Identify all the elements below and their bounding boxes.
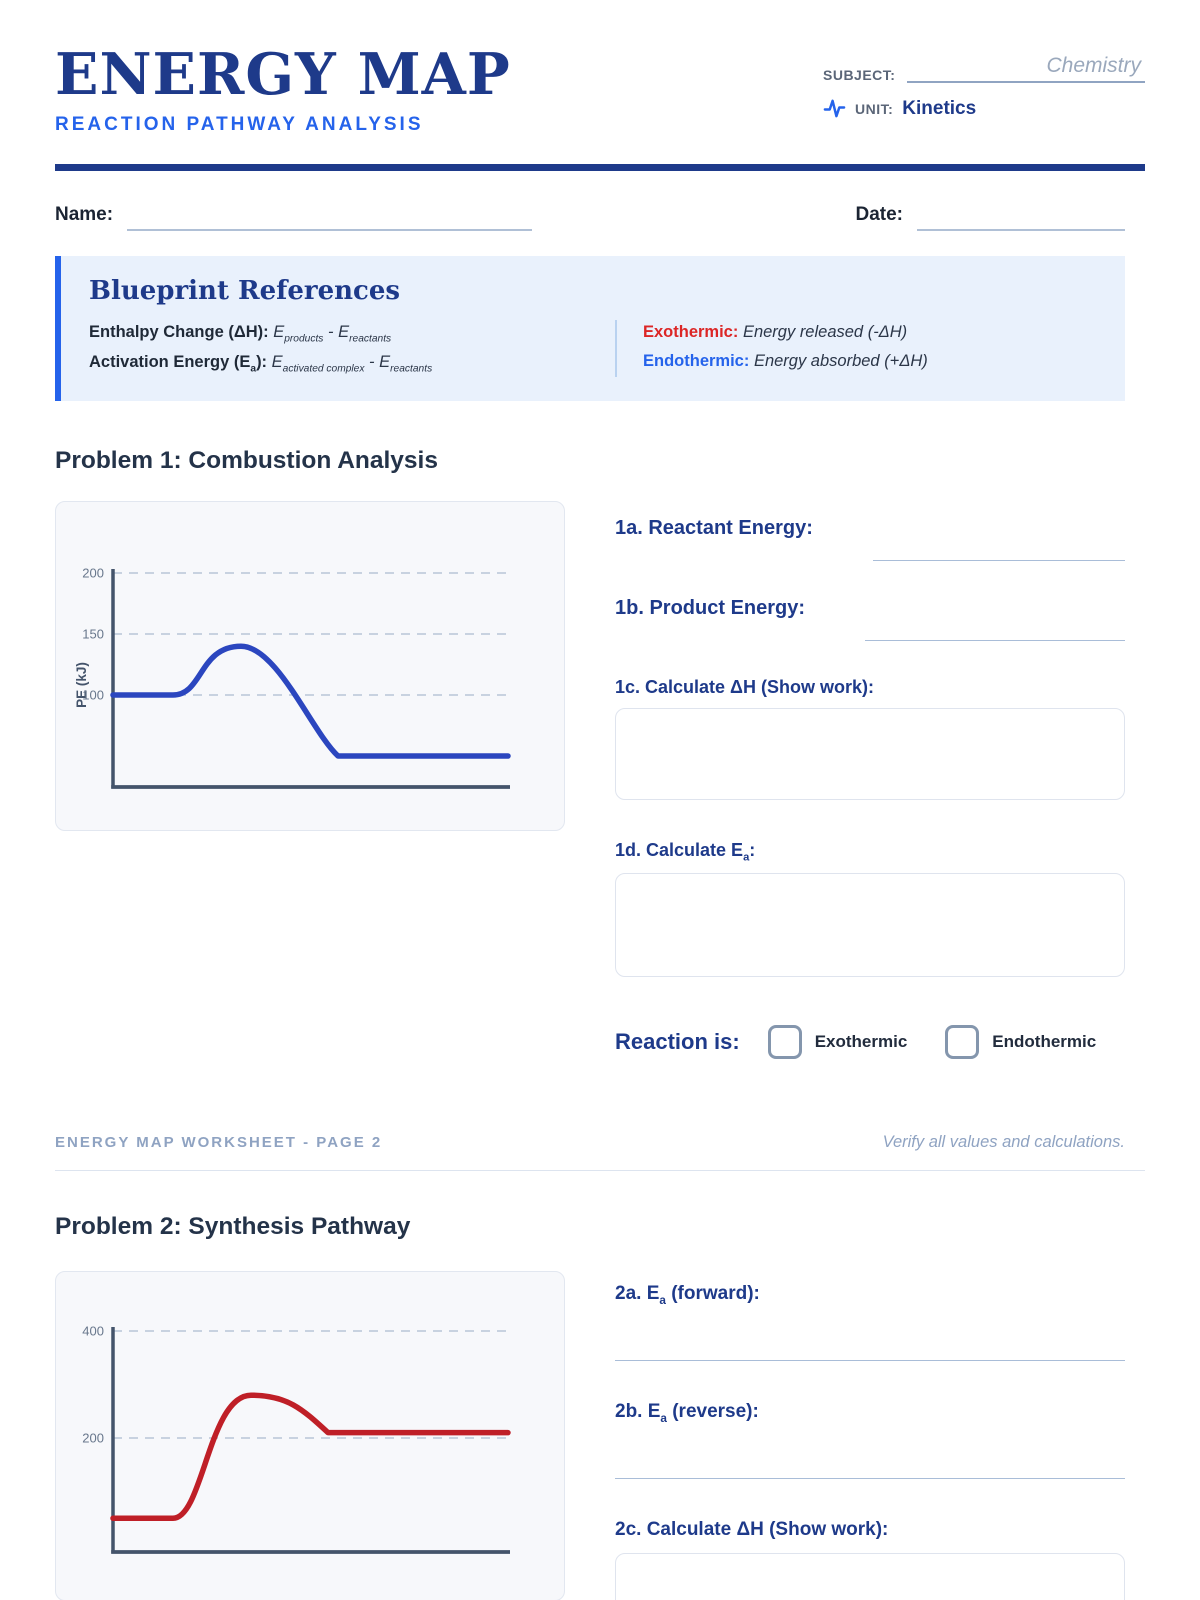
header-meta: SUBJECT: Chemistry UNIT: Kinetics: [823, 46, 1145, 120]
question-2b-label: 2b. Ea (reverse):: [615, 1400, 759, 1425]
energy-diagram-2-card: 400 200: [55, 1271, 565, 1600]
problem-2-title: Problem 2: Synthesis Pathway: [55, 1213, 411, 1241]
footer: ENERGY MAP WORKSHEET - PAGE 2 Verify all…: [55, 1133, 1125, 1152]
question-1b-label: 1b. Product Energy:: [615, 596, 806, 619]
activation-energy-formula: Eactivated complex - Ereactants: [271, 353, 433, 375]
exothermic-checkbox[interactable]: [767, 1025, 802, 1060]
answer-1a-field[interactable]: [872, 517, 1125, 561]
date-group: Date:: [855, 204, 1125, 232]
problem-2-section: 400 200 2a. Ea (forward): 2b. Ea (reverse…: [55, 1271, 1145, 1600]
activation-energy-definition: Activation Energy (Ea): Eactivated compl…: [89, 353, 433, 375]
energy-diagram-2: 400 200: [82, 1324, 511, 1555]
question-1a-label: 1a. Reactant Energy:: [615, 516, 813, 539]
question-1c-block: 1c. Calculate ΔH (Show work):: [615, 677, 1125, 800]
page-subtitle: REACTION PATHWAY ANALYSIS: [55, 114, 424, 136]
name-date-row: Name: Date:: [55, 204, 1125, 232]
blueprint-right-column: Exothermic: Energy released (-ΔH) Endoth…: [643, 318, 928, 378]
energy-diagram-1-card: PE (kJ) 200 150 100: [55, 500, 565, 831]
header: ENERGY MAP REACTION PATHWAY ANALYSIS SUB…: [55, 41, 1145, 136]
endothermic-option-label: Endothermic: [992, 1032, 1097, 1052]
question-2c-label: 2c. Calculate ΔH (Show work):: [615, 1518, 889, 1540]
y-tick-label: 400: [82, 1324, 104, 1339]
endothermic-definition: Endothermic: Energy absorbed (+ΔH): [643, 352, 928, 370]
footer-divider: [55, 1170, 1145, 1172]
question-1d-label: 1d. Calculate Ea:: [615, 839, 756, 864]
activity-pulse-icon: [823, 99, 846, 118]
enthalpy-formula: Eproducts - Ereactants: [273, 323, 392, 345]
work-box-1d[interactable]: [615, 873, 1125, 978]
subject-value-field[interactable]: Chemistry: [907, 54, 1145, 83]
date-label: Date:: [855, 204, 903, 226]
name-field[interactable]: [127, 207, 533, 232]
endothermic-checkbox[interactable]: [945, 1025, 980, 1060]
y-tick-label: 100: [82, 687, 104, 702]
work-box-1c[interactable]: [615, 707, 1125, 800]
name-label: Name:: [55, 204, 114, 226]
answer-2b-field[interactable]: [615, 1425, 1125, 1479]
y-tick-label: 200: [82, 565, 104, 580]
unit-row: UNIT: Kinetics: [823, 97, 1145, 120]
y-axis-title: PE (kJ): [74, 662, 89, 708]
y-tick-label: 200: [82, 1431, 104, 1446]
answer-1b-field[interactable]: [865, 597, 1125, 641]
problem-1-section: PE (kJ) 200 150 100 1a. Reactant Energy: 1…: [55, 500, 1145, 1060]
problem-1-questions: 1a. Reactant Energy: 1b. Product Energy:…: [615, 501, 1125, 1060]
blueprint-references-title: Blueprint References: [89, 276, 401, 307]
unit-label: UNIT:: [855, 100, 894, 117]
exothermic-definition: Exothermic: Energy released (-ΔH): [643, 323, 908, 342]
enthalpy-definition: Enthalpy Change (ΔH): Eproducts - Ereact…: [89, 323, 392, 345]
problem-2-questions: 2a. Ea (forward): 2b. Ea (reverse): 2c. …: [615, 1271, 1125, 1600]
question-1d-block: 1d. Calculate Ea:: [615, 840, 1125, 978]
footer-page-label: ENERGY MAP WORKSHEET - PAGE 2: [55, 1134, 383, 1152]
question-2a-label: 2a. Ea (forward):: [615, 1283, 760, 1307]
footer-note: Verify all values and calculations.: [882, 1133, 1125, 1152]
reaction-is-label: Reaction is:: [615, 1029, 740, 1055]
question-1c-label: 1c. Calculate ΔH (Show work):: [615, 676, 874, 697]
blueprint-column-divider: [615, 320, 617, 377]
blueprint-references-box: Blueprint References Enthalpy Change (ΔH…: [55, 256, 1125, 401]
work-box-2c[interactable]: [615, 1552, 1125, 1600]
answer-2a-field[interactable]: [615, 1307, 1125, 1361]
subject-row: SUBJECT: Chemistry: [823, 54, 1145, 83]
subject-label: SUBJECT:: [823, 67, 896, 83]
y-tick-label: 150: [82, 626, 104, 641]
reaction-type-row: Reaction is: Exothermic Endothermic: [615, 1025, 1125, 1060]
date-field[interactable]: [917, 207, 1125, 232]
blueprint-left-column: Enthalpy Change (ΔH): Eproducts - Ereact…: [89, 318, 589, 378]
header-titles: ENERGY MAP REACTION PATHWAY ANALYSIS: [55, 41, 511, 136]
question-1a-row: 1a. Reactant Energy:: [615, 517, 1125, 561]
blueprint-columns: Enthalpy Change (ΔH): Eproducts - Ereact…: [89, 318, 1097, 378]
unit-value: Kinetics: [902, 97, 977, 119]
energy-diagram-1: PE (kJ) 200 150 100: [74, 565, 511, 789]
reaction-curve: [110, 642, 511, 759]
page-title: ENERGY MAP: [55, 41, 511, 108]
reaction-curve: [110, 1392, 511, 1522]
question-1b-row: 1b. Product Energy:: [615, 597, 1125, 641]
problem-1-title: Problem 1: Combustion Analysis: [55, 446, 438, 474]
exothermic-option-label: Exothermic: [814, 1032, 908, 1052]
header-divider: [55, 164, 1145, 172]
